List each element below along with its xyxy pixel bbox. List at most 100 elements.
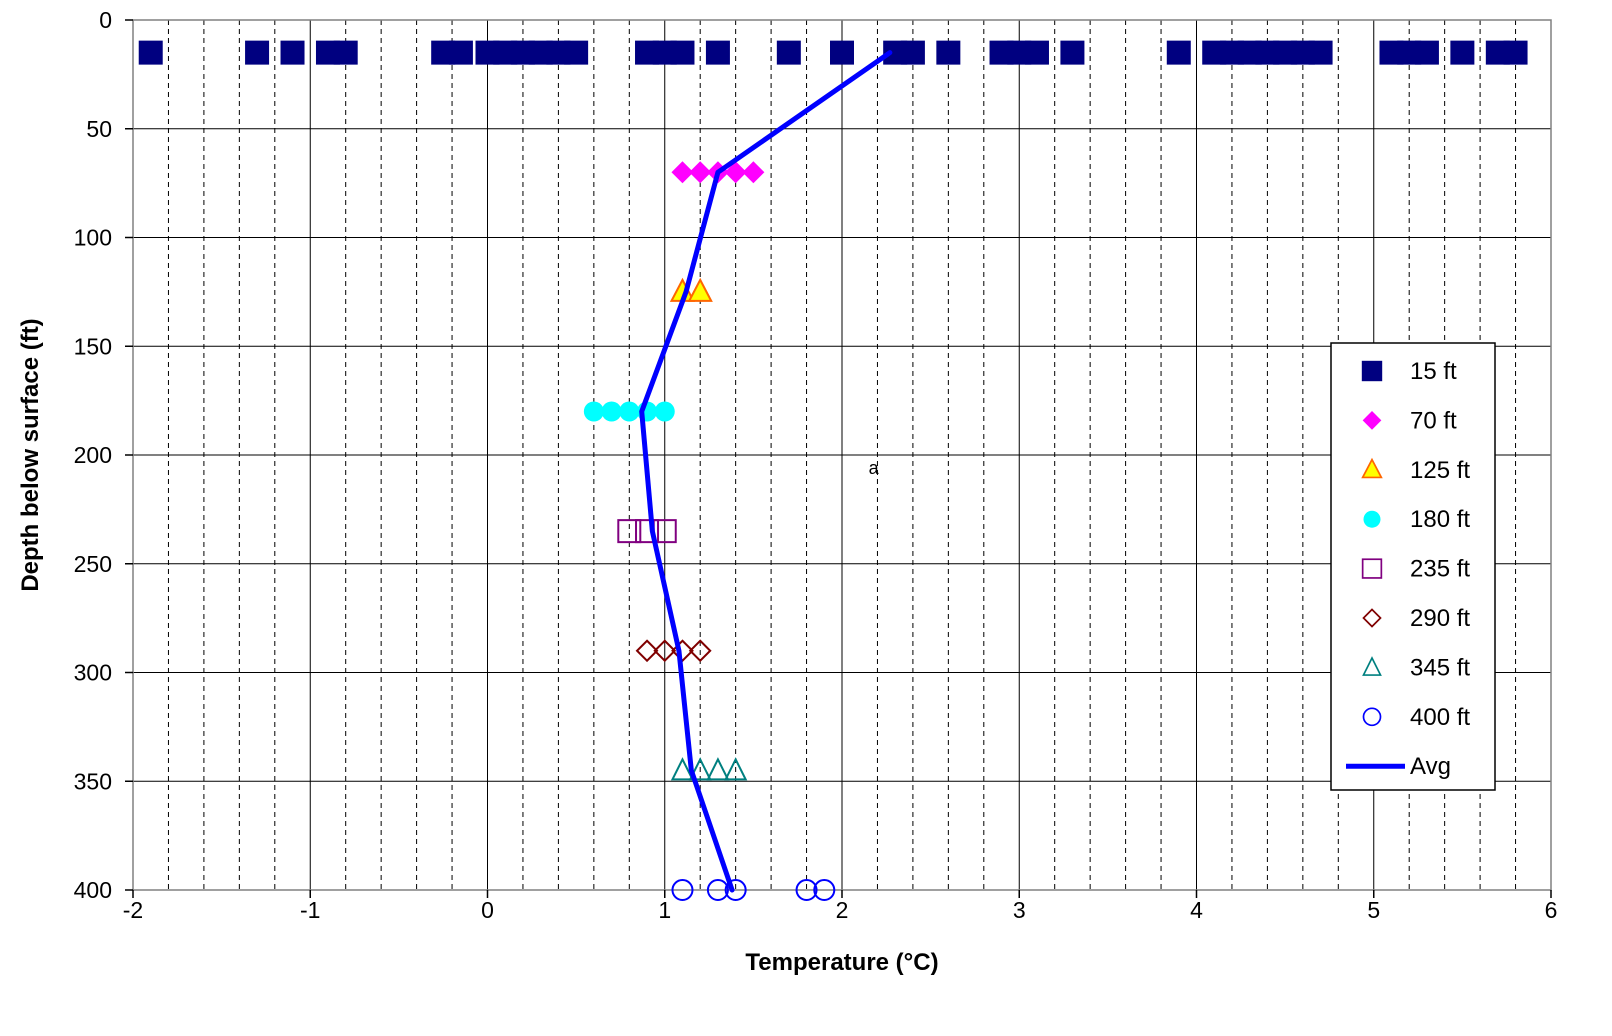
legend-item-avg: Avg xyxy=(1346,753,1451,780)
data-point-15-ft xyxy=(1060,40,1085,65)
data-point-70-ft xyxy=(742,161,765,184)
y-tick-label: 300 xyxy=(74,660,112,686)
data-point-15-ft xyxy=(1308,40,1333,65)
legend-label: Avg xyxy=(1410,753,1451,780)
x-tick-label: 0 xyxy=(481,897,494,923)
legend-swatch xyxy=(1362,707,1382,727)
y-tick-label: 0 xyxy=(99,7,112,33)
data-point-400-ft xyxy=(795,879,818,901)
data-point-180-ft xyxy=(619,401,640,422)
legend-item-290-ft: 290 ft xyxy=(1362,605,1470,632)
data-point-400-ft xyxy=(706,879,729,901)
data-point-15-ft xyxy=(776,40,801,65)
legend-item-15-ft: 15 ft xyxy=(1361,358,1457,385)
legend-label: 125 ft xyxy=(1410,457,1470,484)
data-point-15-ft xyxy=(1024,40,1049,65)
series-345-ft xyxy=(670,757,748,781)
data-point-180-ft xyxy=(654,401,675,422)
data-point-15-ft xyxy=(936,40,961,65)
data-point-15-ft xyxy=(1450,40,1475,65)
legend-swatch xyxy=(1361,558,1383,579)
legend-swatch xyxy=(1362,608,1382,628)
y-axis-title: Depth below surface (ft) xyxy=(17,318,44,591)
series-15-ft xyxy=(138,40,1528,65)
annotation-label: a xyxy=(869,458,880,478)
legend-item-345-ft: 345 ft xyxy=(1362,654,1470,681)
x-tick-label: 4 xyxy=(1190,897,1203,923)
legend-swatch xyxy=(1361,360,1383,382)
y-tick-label: 250 xyxy=(74,551,112,577)
data-point-15-ft xyxy=(138,40,163,65)
legend-box xyxy=(1330,342,1496,791)
y-tick-label: 150 xyxy=(74,333,112,359)
data-point-15-ft xyxy=(670,40,695,65)
x-tick-label: 2 xyxy=(836,897,849,923)
data-point-15-ft xyxy=(564,40,589,65)
y-tick-label: 350 xyxy=(74,768,112,794)
x-tick-label: 6 xyxy=(1545,897,1558,923)
data-point-290-ft xyxy=(635,639,659,663)
data-point-400-ft xyxy=(671,879,694,901)
data-point-400-ft xyxy=(813,879,836,901)
data-point-70-ft xyxy=(671,161,694,184)
legend-label: 15 ft xyxy=(1410,358,1457,385)
legend-item-70-ft: 70 ft xyxy=(1362,407,1457,434)
data-point-15-ft xyxy=(280,40,305,65)
x-tick-label: 5 xyxy=(1367,897,1380,923)
x-axis-title: Temperature (°C) xyxy=(745,949,938,976)
legend: 15 ft 70 ft 125 ft 180 ft 235 ft 290 ft 345 ft… xyxy=(1330,342,1496,791)
legend-item-180-ft: 180 ft xyxy=(1363,506,1470,533)
series-400-ft xyxy=(671,879,836,901)
data-point-125-ft xyxy=(687,277,713,302)
x-tick-label: -2 xyxy=(123,897,143,923)
legend-item-125-ft: 125 ft xyxy=(1361,457,1470,484)
avg-series-line xyxy=(639,50,893,893)
data-point-400-ft xyxy=(724,879,747,901)
data-point-15-ft xyxy=(245,40,270,65)
data-point-345-ft xyxy=(670,757,695,781)
y-tick-label: 100 xyxy=(74,225,112,251)
data-point-290-ft xyxy=(688,639,712,663)
data-point-15-ft xyxy=(900,40,925,65)
data-point-235-ft xyxy=(617,519,642,544)
y-tick-label: 50 xyxy=(86,116,112,142)
data-point-345-ft xyxy=(724,757,748,781)
data-point-180-ft xyxy=(583,401,604,422)
data-point-70-ft xyxy=(689,161,712,184)
data-point-180-ft xyxy=(601,401,622,422)
x-tick-labels: -2 -1 0 1 2 3 4 5 6 xyxy=(123,897,1558,923)
axis-ticks xyxy=(125,19,1552,898)
data-point-15-ft xyxy=(1166,40,1191,65)
y-tick-labels: 0 50 100 150 200 250 300 350 400 xyxy=(74,7,112,903)
legend-swatch xyxy=(1361,457,1383,479)
data-point-15-ft xyxy=(333,40,358,65)
data-point-15-ft xyxy=(448,40,473,65)
data-point-15-ft xyxy=(1414,40,1439,65)
y-tick-label: 400 xyxy=(74,877,112,903)
legend-item-235-ft: 235 ft xyxy=(1361,556,1470,583)
x-tick-label: 1 xyxy=(658,897,671,923)
legend-label: 70 ft xyxy=(1410,407,1457,434)
legend-swatch xyxy=(1362,656,1382,676)
legend-item-400-ft: 400 ft xyxy=(1362,704,1470,731)
legend-label: 400 ft xyxy=(1410,704,1470,731)
x-tick-label: -1 xyxy=(300,897,320,923)
avg-line xyxy=(639,50,893,893)
data-point-15-ft xyxy=(1503,40,1528,65)
legend-label: 345 ft xyxy=(1410,654,1470,681)
legend-label: 290 ft xyxy=(1410,605,1470,632)
data-point-235-ft xyxy=(635,519,660,544)
x-tick-label: 3 xyxy=(1013,897,1026,923)
data-point-345-ft xyxy=(706,757,730,781)
y-tick-label: 200 xyxy=(74,442,112,468)
legend-label: 180 ft xyxy=(1410,506,1470,533)
series-180-ft xyxy=(583,401,675,422)
data-point-15-ft xyxy=(705,40,730,65)
data-point-290-ft xyxy=(653,639,677,663)
legend-label: 235 ft xyxy=(1410,556,1470,583)
data-point-345-ft xyxy=(688,757,712,781)
data-markers xyxy=(138,40,1528,901)
data-point-15-ft xyxy=(830,40,854,65)
legend-swatch xyxy=(1363,510,1381,528)
